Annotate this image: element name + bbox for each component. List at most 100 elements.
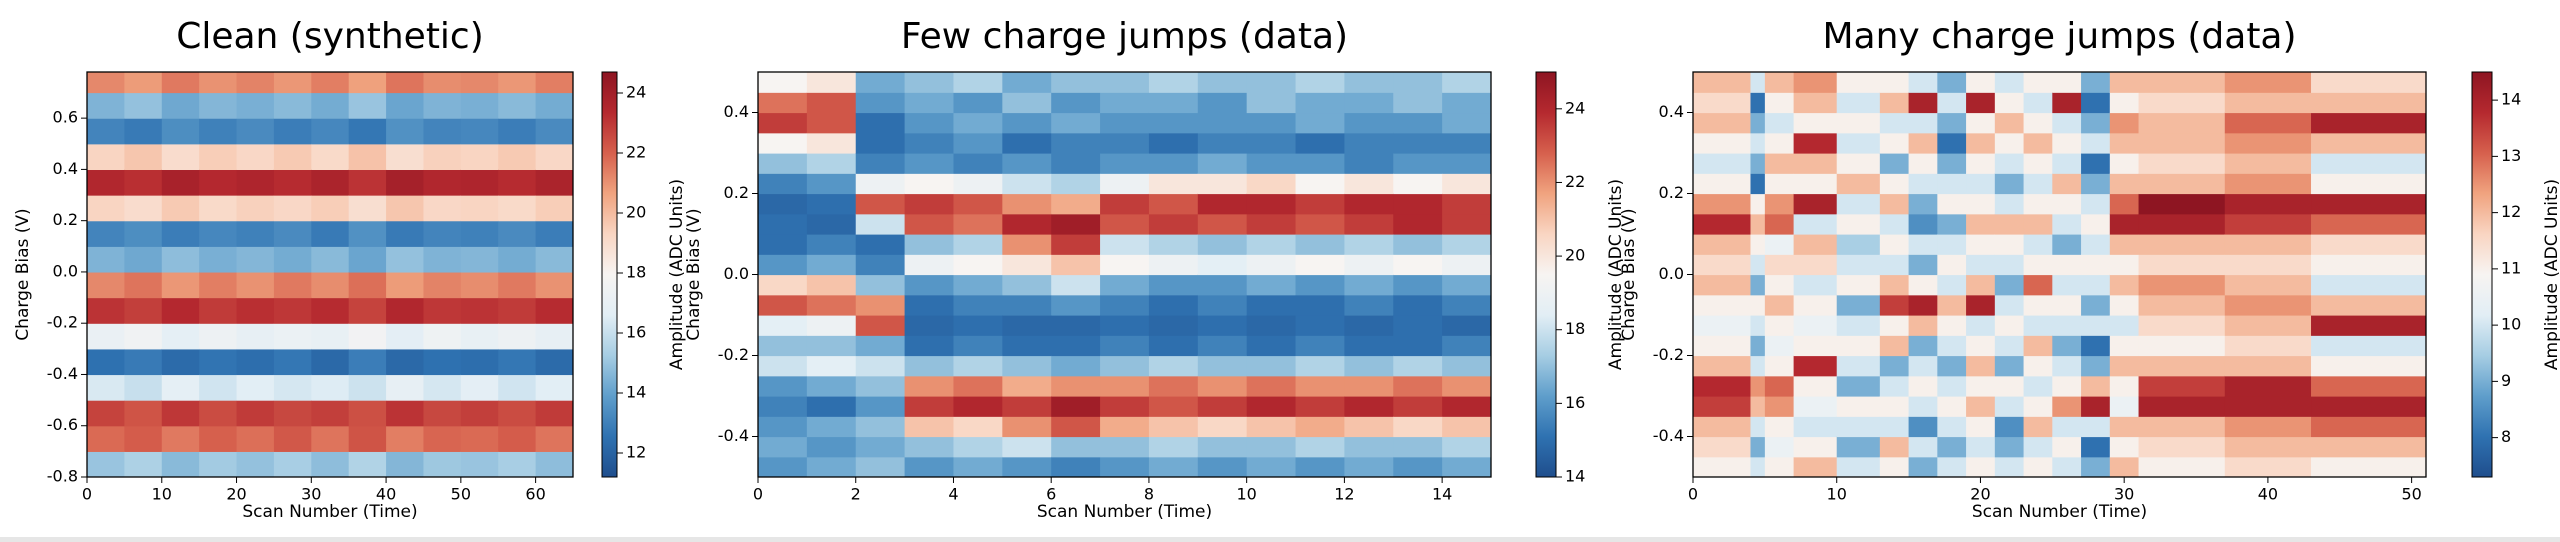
heatmap-cell <box>1344 213 1394 235</box>
heatmap-cell <box>2224 274 2312 296</box>
heatmap-cell <box>806 254 857 276</box>
heatmap-cell <box>953 254 1003 276</box>
heatmap-cell <box>855 173 906 195</box>
heatmap-cell <box>1793 436 1838 458</box>
heatmap-cell <box>1393 436 1443 458</box>
heatmap-cell <box>348 118 387 145</box>
heatmap-cell <box>1966 173 1996 195</box>
heatmap-cell <box>2138 416 2226 438</box>
heatmap-cell <box>1693 173 1752 195</box>
heatmap-cell <box>1764 173 1795 195</box>
heatmap-cell <box>1246 132 1297 154</box>
heatmap-cell <box>1393 396 1443 417</box>
heatmap-cell <box>1966 193 1996 215</box>
heatmap-cell <box>806 375 857 397</box>
heatmap-cell <box>124 195 163 222</box>
x-axis-label: Scan Number (Time) <box>242 502 417 522</box>
heatmap-cell <box>904 132 955 154</box>
heatmap-cell <box>236 169 275 196</box>
heatmap-cell <box>2311 436 2426 458</box>
heatmap-cell <box>855 355 906 377</box>
heatmap-cell <box>1793 274 1838 296</box>
heatmap-cell <box>1750 396 1766 417</box>
x-tick-label: 12 <box>1334 485 1354 504</box>
heatmap-cell <box>1148 416 1199 438</box>
heatmap-cell <box>1937 416 1967 438</box>
heatmap-cell <box>199 143 238 171</box>
heatmap-cell <box>1793 254 1838 276</box>
heatmap-cell <box>2311 315 2426 336</box>
heatmap-cell <box>1100 355 1150 377</box>
heatmap-cell <box>1836 72 1881 93</box>
heatmap-cell <box>904 335 955 357</box>
heatmap-cell <box>953 375 1003 397</box>
colorbar-tick-label: 24 <box>1565 98 1585 117</box>
heatmap-cell <box>1002 193 1052 215</box>
heatmap-cell <box>1764 416 1795 438</box>
heatmap-cell <box>273 195 312 222</box>
heatmap-cell <box>1879 213 1910 235</box>
heatmap-cell <box>1051 193 1101 215</box>
heatmap-cell <box>1879 396 1910 417</box>
heatmap-cell <box>1393 355 1443 377</box>
x-tick-label: 0 <box>753 485 763 504</box>
heatmap-cell <box>1295 355 1345 377</box>
heatmap-cell <box>1750 416 1766 438</box>
heatmap-cell <box>758 92 808 114</box>
heatmap-cell <box>2081 456 2111 477</box>
heatmap-cell <box>1750 112 1766 134</box>
heatmap-cell <box>2052 193 2082 215</box>
heatmap-cell <box>2109 436 2140 458</box>
y-tick-label: -0.4 <box>1653 426 1684 445</box>
heatmap-cell <box>498 451 537 477</box>
heatmap-cell <box>1836 294 1881 316</box>
heatmap-cell <box>855 132 906 154</box>
heatmap-cell <box>386 220 425 247</box>
heatmap-cell <box>87 246 125 273</box>
colorbar-label: Amplitude (ADC Units) <box>2542 179 2560 370</box>
heatmap-cell <box>2081 153 2111 174</box>
heatmap-cell <box>1197 72 1248 93</box>
heatmap-cell <box>1793 132 1838 154</box>
heatmap-cell <box>161 297 200 324</box>
heatmap-cell <box>1002 456 1052 477</box>
heatmap-cell <box>2224 132 2312 154</box>
heatmap-cell <box>348 271 387 299</box>
heatmap-cell <box>1750 173 1766 195</box>
heatmap-cell <box>1442 355 1491 377</box>
heatmap-cell <box>2023 254 2053 276</box>
heatmap-cell <box>1966 416 1996 438</box>
heatmap-cell <box>1937 294 1967 316</box>
x-tick-label: 10 <box>152 485 172 504</box>
heatmap-cell <box>1693 274 1752 296</box>
heatmap-cell <box>1750 213 1766 235</box>
heatmap-cell <box>1148 456 1199 477</box>
heatmap-cell <box>386 143 425 171</box>
heatmap-cell <box>2109 254 2140 276</box>
heatmap-cell <box>1937 112 1967 134</box>
heatmap-cell <box>1908 213 1938 235</box>
heatmap-cell <box>2109 274 2140 296</box>
x-tick-label: 10 <box>1827 485 1847 504</box>
heatmap-cell <box>1051 294 1101 316</box>
colorbar-tick-label: 22 <box>626 143 646 162</box>
heatmap-cell <box>904 294 955 316</box>
heatmap-cell <box>855 234 906 255</box>
colorbar-tick-label: 18 <box>626 263 646 282</box>
heatmap-cell <box>1908 456 1938 477</box>
heatmap-cell <box>1966 375 1996 397</box>
heatmap-cell <box>1879 72 1910 93</box>
heatmap-cell <box>1442 274 1491 296</box>
heatmap-cell <box>1879 294 1910 316</box>
heatmap-cell <box>386 400 425 427</box>
heatmap-cell <box>1966 213 1996 235</box>
heatmap-cell <box>386 271 425 299</box>
heatmap-cell <box>535 195 573 222</box>
heatmap-cell <box>386 118 425 145</box>
heatmap-cell <box>1246 193 1297 215</box>
heatmap-cell <box>2109 234 2140 255</box>
heatmap-cell <box>2023 436 2053 458</box>
heatmap-cell <box>1393 456 1443 477</box>
heatmap-cell <box>1750 315 1766 336</box>
heatmap-cell <box>1994 254 2025 276</box>
